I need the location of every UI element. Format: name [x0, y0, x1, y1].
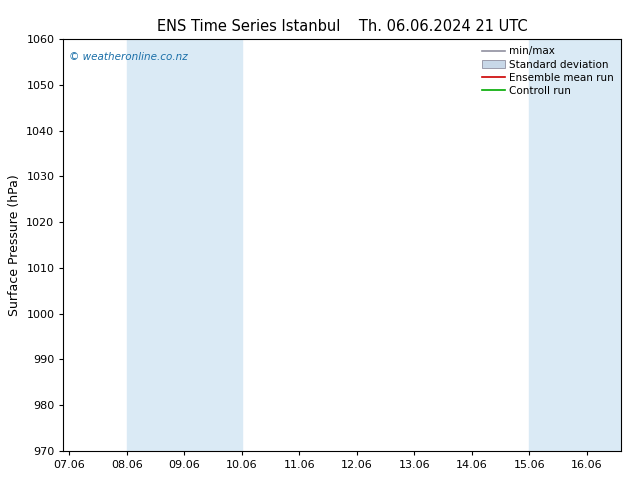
- Bar: [184, 39, 242, 451]
- Legend: min/max, Standard deviation, Ensemble mean run, Controll run: min/max, Standard deviation, Ensemble me…: [478, 42, 618, 100]
- Bar: [529, 39, 587, 451]
- Bar: [127, 39, 184, 451]
- Bar: [587, 39, 621, 451]
- Y-axis label: Surface Pressure (hPa): Surface Pressure (hPa): [8, 174, 21, 316]
- Title: ENS Time Series Istanbul    Th. 06.06.2024 21 UTC: ENS Time Series Istanbul Th. 06.06.2024 …: [157, 19, 527, 34]
- Text: © weatheronline.co.nz: © weatheronline.co.nz: [69, 51, 188, 62]
